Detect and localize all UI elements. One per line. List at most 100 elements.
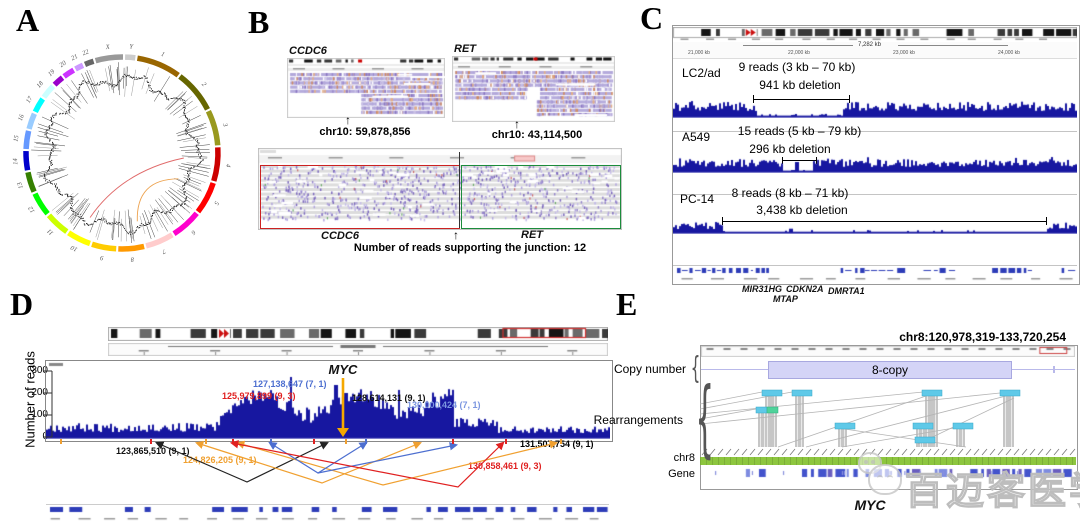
- ruler-line-right: [898, 45, 1008, 46]
- svg-text:17: 17: [25, 95, 35, 105]
- panel-d-gene-track: [46, 504, 609, 523]
- breakpoint-upper-1: 127,138,647 (7, 1): [253, 379, 327, 389]
- svg-text:21: 21: [70, 53, 79, 62]
- svg-text:15: 15: [13, 134, 21, 142]
- track-separator-2: [673, 194, 1077, 195]
- breakpoint-lower-2: 124,826,205 (9, 1): [183, 455, 257, 465]
- svg-text:14: 14: [12, 157, 20, 165]
- bubble-eye: [871, 460, 875, 464]
- igv-screenshot-ret: [452, 56, 615, 122]
- rearrangements-row-label: Rearrangements: [593, 413, 683, 427]
- igv-junction-canvas: [258, 148, 622, 230]
- svg-text:6: 6: [189, 229, 197, 237]
- breakpoint-upper-4: 130,000,424 (7, 1): [407, 400, 481, 410]
- svg-text:1: 1: [160, 51, 166, 59]
- svg-text:2: 2: [200, 81, 208, 89]
- svg-text:11: 11: [46, 227, 55, 236]
- svg-text:5: 5: [212, 200, 220, 207]
- bubble-eye: [864, 460, 868, 464]
- breakpoint-lower-4: 130,858,461 (9, 3): [468, 461, 542, 471]
- gene-label-dmrta1: DMRTA1: [828, 286, 865, 296]
- panel-d-label: D: [10, 286, 34, 322]
- ccdc6-breakpoint-coordinate: chr10: 59,878,856: [319, 126, 411, 138]
- panel-e-label: E: [616, 286, 638, 322]
- wechat-bubble-big: [868, 464, 902, 495]
- svg-text:20: 20: [58, 59, 68, 69]
- ret-breakpoint-arrow: ↑: [514, 117, 520, 131]
- gene-label-mtap: MTAP: [773, 294, 798, 304]
- svg-text:13: 13: [16, 180, 25, 189]
- svg-text:12: 12: [27, 204, 37, 214]
- panel-c-ideogram: [673, 27, 1077, 41]
- gene-strip-separator: [673, 265, 1077, 266]
- ruler-tick-2: 22,000 kb: [788, 50, 810, 56]
- d-ytick-200: 200: [31, 387, 48, 398]
- panel-e-ruler: [701, 346, 1075, 357]
- track-name-lc2ad: LC2/ad: [682, 66, 721, 80]
- chr8-bar-hatch: [700, 457, 1076, 465]
- svg-text:18: 18: [35, 79, 45, 89]
- ccdc6-breakpoint-arrow: ↑: [345, 113, 351, 127]
- svg-text:7: 7: [160, 247, 166, 255]
- ret-breakpoint-coordinate: chr10: 43,114,500: [491, 129, 583, 141]
- panel-d-annotation-overlay: [44, 370, 562, 488]
- breakpoint-lower-1: 123,865,510 (9, 1): [116, 446, 190, 456]
- panel-d-ruler: [108, 343, 608, 356]
- track-name-pc14: PC-14: [680, 192, 715, 206]
- panel-d-ideogram: [108, 327, 608, 341]
- svg-text:8: 8: [130, 255, 135, 262]
- a549-deletion-text: 296 kb deletion: [749, 142, 831, 156]
- junction-arrow: ↑: [453, 228, 459, 242]
- svg-text:X: X: [104, 44, 111, 52]
- igv-ccdc6-canvas: [287, 58, 445, 118]
- chr8-row-label: chr8: [673, 452, 695, 464]
- gene-label-ret: RET: [454, 43, 476, 55]
- svg-text:16: 16: [17, 113, 26, 122]
- svg-text:4: 4: [224, 164, 231, 169]
- rearrangements-brace: {: [695, 369, 715, 467]
- gene-row-label: Gene: [668, 468, 695, 480]
- track-separator-1: [673, 131, 1077, 132]
- junction-right-gene-label: RET: [521, 229, 543, 241]
- pc14-deletion-text: 3,438 kb deletion: [756, 203, 848, 217]
- ruler-tick-1: 21,000 kb: [688, 50, 710, 56]
- panel-a-label: A: [16, 2, 40, 38]
- svg-text:10: 10: [69, 243, 79, 253]
- track-name-a549: A549: [682, 130, 711, 144]
- gene-label-mir31hg: MIR31HG: [742, 284, 783, 294]
- lc2ad-coverage: [673, 100, 1077, 118]
- igv-screenshot-ccdc6: [287, 58, 445, 118]
- panel-c-gene-track: [673, 266, 1077, 282]
- d-ytick-300: 300: [31, 365, 48, 376]
- igv-junction-view: [258, 148, 622, 230]
- myc-label-d: MYC: [328, 362, 358, 377]
- panel-b-label: B: [248, 4, 270, 40]
- copy-number-brace: {: [690, 351, 701, 386]
- ret-region-box: [461, 165, 621, 229]
- d-ytick-100: 100: [31, 409, 48, 420]
- copy-number-row-label: Copy number: [613, 362, 686, 376]
- bubble-eye: [877, 475, 883, 481]
- bubble-eye: [887, 475, 893, 481]
- chr8-bar: [700, 457, 1076, 465]
- breakpoint-upper-3: 128,614,131 (9, 1): [352, 393, 426, 403]
- panel-c-label: C: [640, 0, 664, 36]
- ruler-span-label: 7,282 kb: [858, 42, 882, 48]
- lc2ad-deletion-text: 941 kb deletion: [759, 78, 841, 92]
- panel-c-ruler: 7,282 kb 21,000 kb 22,000 kb 23,000 kb 2…: [673, 42, 1077, 59]
- svg-text:22: 22: [81, 48, 90, 57]
- ruler-tick-3: 23,000 kb: [893, 50, 915, 56]
- junction-left-gene-label: CCDC6: [321, 230, 359, 242]
- svg-text:Y: Y: [129, 43, 135, 50]
- svg-text:3: 3: [221, 122, 229, 129]
- igv-ret-canvas: [452, 56, 615, 122]
- ccdc6-region-box: [260, 165, 460, 229]
- wechat-logo: [858, 450, 906, 504]
- svg-text:9: 9: [99, 254, 104, 262]
- rearrangements-graphic: [700, 389, 1076, 456]
- e-region-title: chr8:120,978,319-133,720,254: [899, 330, 1066, 344]
- svg-text:19: 19: [47, 68, 57, 78]
- copy-number-tick: [1053, 366, 1055, 373]
- ruler-tick-4: 24,000 kb: [998, 50, 1020, 56]
